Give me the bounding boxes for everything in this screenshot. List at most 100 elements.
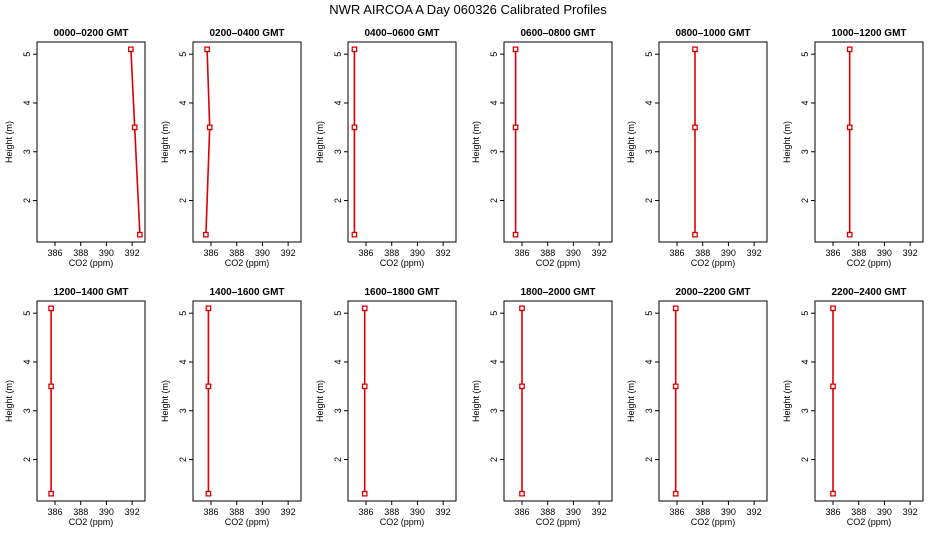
x-tick-label: 390 [99, 507, 114, 517]
plot-frame [503, 300, 613, 502]
y-tick-label: 4 [489, 359, 499, 364]
x-tick-label: 390 [721, 248, 736, 258]
y-tick-label: 5 [22, 311, 32, 316]
y-tick-label: 2 [22, 198, 32, 203]
x-tick-label: 388 [851, 248, 866, 258]
panels-group: 0000–0200 GMT 386 388 390 392 CO2 (ppm) 2 3 4 5 He… [4, 28, 924, 527]
panel: 0200–0400 GMT 386 388 390 392 CO2 (ppm) 2 3 4 5 He… [160, 28, 302, 268]
x-tick-label: 388 [73, 507, 88, 517]
x-tick-label: 386 [514, 248, 529, 258]
x-tick-label: 386 [825, 507, 840, 517]
x-tick-label: 388 [851, 507, 866, 517]
x-axis-label: CO2 (ppm) [847, 517, 892, 527]
x-tick-label: 386 [47, 248, 62, 258]
data-point [361, 305, 368, 312]
y-axis-label: Height (m) [160, 121, 170, 163]
y-tick-label: 4 [333, 359, 343, 364]
x-axis-label: CO2 (ppm) [225, 517, 270, 527]
x-tick-label: 392 [592, 507, 607, 517]
panel: 2200–2400 GMT 386 388 390 392 CO2 (ppm) 2 3 4 5 He… [782, 287, 924, 527]
data-point [351, 46, 358, 53]
y-tick-label: 3 [22, 408, 32, 413]
y-tick-label: 2 [333, 198, 343, 203]
y-tick-label: 5 [644, 52, 654, 57]
data-point [204, 46, 210, 53]
panel: 1600–1800 GMT 386 388 390 392 CO2 (ppm) 2 3 4 5 He… [315, 287, 457, 527]
x-tick-label: 392 [903, 507, 918, 517]
y-tick-label: 5 [333, 311, 343, 316]
plot-frame [192, 41, 302, 243]
y-tick-label: 2 [22, 457, 32, 462]
x-tick-label: 392 [281, 248, 296, 258]
x-tick-label: 386 [203, 248, 218, 258]
y-tick-label: 4 [644, 359, 654, 364]
y-tick-label: 2 [489, 198, 499, 203]
data-point [846, 124, 853, 131]
y-axis-label: Height (m) [315, 380, 325, 422]
data-point [512, 46, 519, 53]
y-tick-label: 3 [489, 149, 499, 154]
plot-frame [503, 41, 613, 243]
panel-title: 1200–1400 GMT [53, 287, 128, 298]
panel: 0400–0600 GMT 386 388 390 392 CO2 (ppm) 2 3 4 5 He… [315, 28, 457, 268]
x-tick-label: 390 [255, 507, 270, 517]
y-tick-label: 3 [333, 149, 343, 154]
data-point [672, 383, 679, 390]
y-tick-label: 5 [178, 52, 188, 57]
panel: 0800–1000 GMT 386 388 390 392 CO2 (ppm) 2 3 4 5 He… [626, 28, 768, 268]
y-tick-label: 5 [333, 52, 343, 57]
x-tick-label: 392 [903, 248, 918, 258]
y-tick-label: 4 [178, 359, 188, 364]
y-tick-label: 2 [333, 457, 343, 462]
data-point [692, 231, 698, 238]
x-tick-label: 392 [436, 507, 451, 517]
data-point [205, 305, 212, 312]
data-point [519, 490, 525, 497]
x-tick-label: 390 [410, 248, 425, 258]
panel-title: 1400–1600 GMT [209, 287, 284, 298]
y-tick-label: 5 [800, 311, 810, 316]
data-point [131, 124, 138, 131]
data-point [128, 46, 134, 53]
panel-title: 2200–2400 GMT [831, 287, 906, 298]
plot-frame [36, 41, 146, 243]
data-point [205, 490, 212, 497]
y-axis-label: Height (m) [4, 121, 14, 163]
x-axis-label: CO2 (ppm) [380, 517, 425, 527]
y-tick-label: 5 [489, 311, 499, 316]
y-tick-label: 4 [644, 100, 654, 105]
x-tick-label: 392 [125, 507, 140, 517]
y-tick-label: 3 [644, 149, 654, 154]
panel: 1400–1600 GMT 386 388 390 392 CO2 (ppm) 2 3 4 5 He… [160, 287, 302, 527]
y-tick-label: 5 [178, 311, 188, 316]
y-tick-label: 5 [644, 311, 654, 316]
panel: 0000–0200 GMT 386 388 390 392 CO2 (ppm) 2 3 4 5 He… [4, 28, 146, 268]
data-point [512, 124, 519, 131]
x-tick-label: 388 [540, 248, 555, 258]
x-tick-label: 392 [747, 248, 762, 258]
y-tick-label: 2 [800, 457, 810, 462]
data-point [48, 490, 54, 497]
x-tick-label: 386 [825, 248, 840, 258]
plot-frame [658, 300, 768, 502]
x-axis-label: CO2 (ppm) [847, 258, 892, 268]
y-tick-label: 3 [178, 408, 188, 413]
data-point [48, 383, 54, 390]
data-point [206, 124, 213, 131]
y-tick-label: 2 [489, 457, 499, 462]
panel-title: 0600–0800 GMT [520, 28, 595, 39]
x-tick-label: 388 [540, 507, 555, 517]
panel: 1200–1400 GMT 386 388 390 392 CO2 (ppm) 2 3 4 5 He… [4, 287, 146, 527]
panel: 1800–2000 GMT 386 388 390 392 CO2 (ppm) 2 3 4 5 He… [471, 287, 613, 527]
data-point [692, 46, 698, 53]
x-tick-label: 386 [203, 507, 218, 517]
x-tick-label: 390 [566, 248, 581, 258]
x-tick-label: 390 [877, 507, 892, 517]
y-axis-label: Height (m) [160, 380, 170, 422]
y-tick-label: 3 [178, 149, 188, 154]
x-tick-label: 390 [410, 507, 425, 517]
plot-frame [347, 41, 457, 243]
x-tick-label: 392 [125, 248, 140, 258]
y-axis-label: Height (m) [626, 121, 636, 163]
